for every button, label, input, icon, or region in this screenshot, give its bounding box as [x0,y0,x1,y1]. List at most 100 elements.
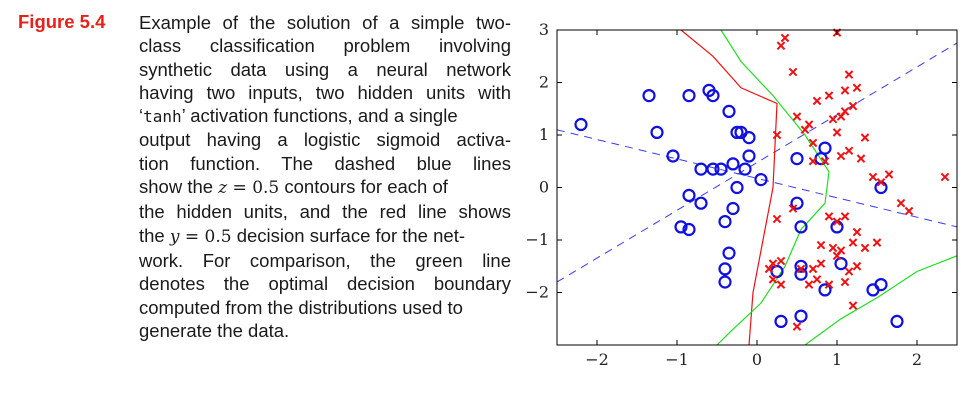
figure-caption: Example of the solution of a simple two-… [139,11,511,342]
data-point-circle [694,196,708,210]
data-point-circle [706,88,720,103]
x-tick-label: −1 [665,350,689,369]
data-point-circle [726,157,740,171]
data-point-cross [788,67,798,77]
data-point-cross [828,114,838,124]
data-point-cross [796,264,806,274]
caption-line: output having a logistic sigmoid activa- [139,129,511,151]
data-point-circle [866,283,880,297]
data-point-circle [738,162,752,176]
data-point-cross [868,172,878,182]
data-point-cross [792,112,802,121]
data-point-cross [860,133,870,142]
data-point-cross [884,170,894,179]
figure-label: Figure 5.4 [18,11,106,32]
data-point-cross [776,256,786,266]
x-tick-label: 2 [912,350,922,369]
caption-math: = 0.5 [179,226,232,247]
data-point-cross [816,259,826,268]
data-point-cross [776,41,786,51]
data-point-circle [722,246,736,260]
data-point-circle [790,152,804,166]
data-point-cross [832,251,842,261]
data-point-cross [804,280,814,289]
caption-text: contours for each of [279,176,448,198]
data-point-cross [836,112,846,121]
data-point-cross [904,206,914,216]
caption-line: Example of the solution of a simple two- [139,12,511,33]
data-point-circle [718,262,732,276]
data-point-cross [792,322,802,331]
data-point-cross [772,130,782,140]
data-point-cross [844,146,854,156]
data-point-cross [860,243,870,253]
data-point-cross [852,83,862,93]
data-point-cross [824,91,834,100]
data-point-cross [820,156,830,166]
data-point-circle [834,257,848,271]
data-point-circle [890,314,904,328]
data-point-cross [832,128,842,137]
caption-line: the hidden units, and the red line shows [139,201,511,223]
data-point-cross [852,227,862,237]
data-point-circle [650,125,664,139]
data-point-cross [832,217,842,226]
data-point-cross [852,261,862,271]
data-point-cross [812,96,822,106]
caption-text: the [139,224,170,246]
data-point-circle [754,173,768,187]
data-point-cross [836,151,846,161]
x-tick-label: −2 [585,350,609,369]
caption-text: decision surface for the net- [231,224,465,246]
data-point-cross [808,264,818,274]
data-point-circle [674,220,688,234]
y-tick-label: −1 [525,230,549,249]
x-tick-label: 1 [832,350,842,369]
data-point-circle [718,275,732,289]
caption-line: ‘tanh’ activation functions, and a singl… [139,104,511,128]
data-point-circle [726,201,740,216]
data-point-cross [856,154,866,163]
caption-line: tion function. The dashed blue lines [139,152,511,174]
data-point-cross [776,280,786,289]
plot-frame [556,29,958,346]
data-point-cross [828,243,838,253]
data-point-circle [722,104,736,119]
data-point-circle [742,149,756,163]
data-point-circle [790,196,804,210]
data-point-circle [770,264,784,279]
data-point-cross [848,101,858,111]
caption-line: the y = 0.5 decision surface for the net… [139,224,511,249]
y-tick-label: 2 [539,73,549,92]
caption-text: ’ activation functions, and a single [181,105,458,127]
data-point-circle [794,259,808,273]
data-point-circle [666,149,680,163]
data-point-cross [848,238,858,247]
data-point-cross [812,275,822,284]
data-point-cross [840,86,850,95]
y-tick-label: −2 [525,283,549,302]
data-point-cross [840,277,850,287]
data-point-cross [808,156,818,166]
caption-math: = 0.5 [227,178,280,199]
data-point-cross [816,240,826,250]
data-point-cross [848,301,858,310]
data-point-circle [730,180,744,195]
data-point-circle [682,222,696,237]
data-point-circle [682,88,696,103]
data-point-cross [788,204,798,213]
caption-text: ‘ [139,105,144,127]
data-point-cross [824,212,834,221]
caption-line: work. For comparison, the green line [139,249,511,271]
data-point-cross [844,70,854,79]
data-point-circle [818,283,832,297]
caption-line: having two inputs, two hidden units with [139,81,511,103]
data-point-circle [682,188,696,202]
hidden-unit-contour-1 [557,42,957,283]
caption-line: synthetic data using a neural network [139,58,511,80]
data-point-cross [840,212,850,221]
data-point-cross [824,280,834,289]
data-point-circle [794,220,808,234]
data-point-cross [808,138,818,148]
